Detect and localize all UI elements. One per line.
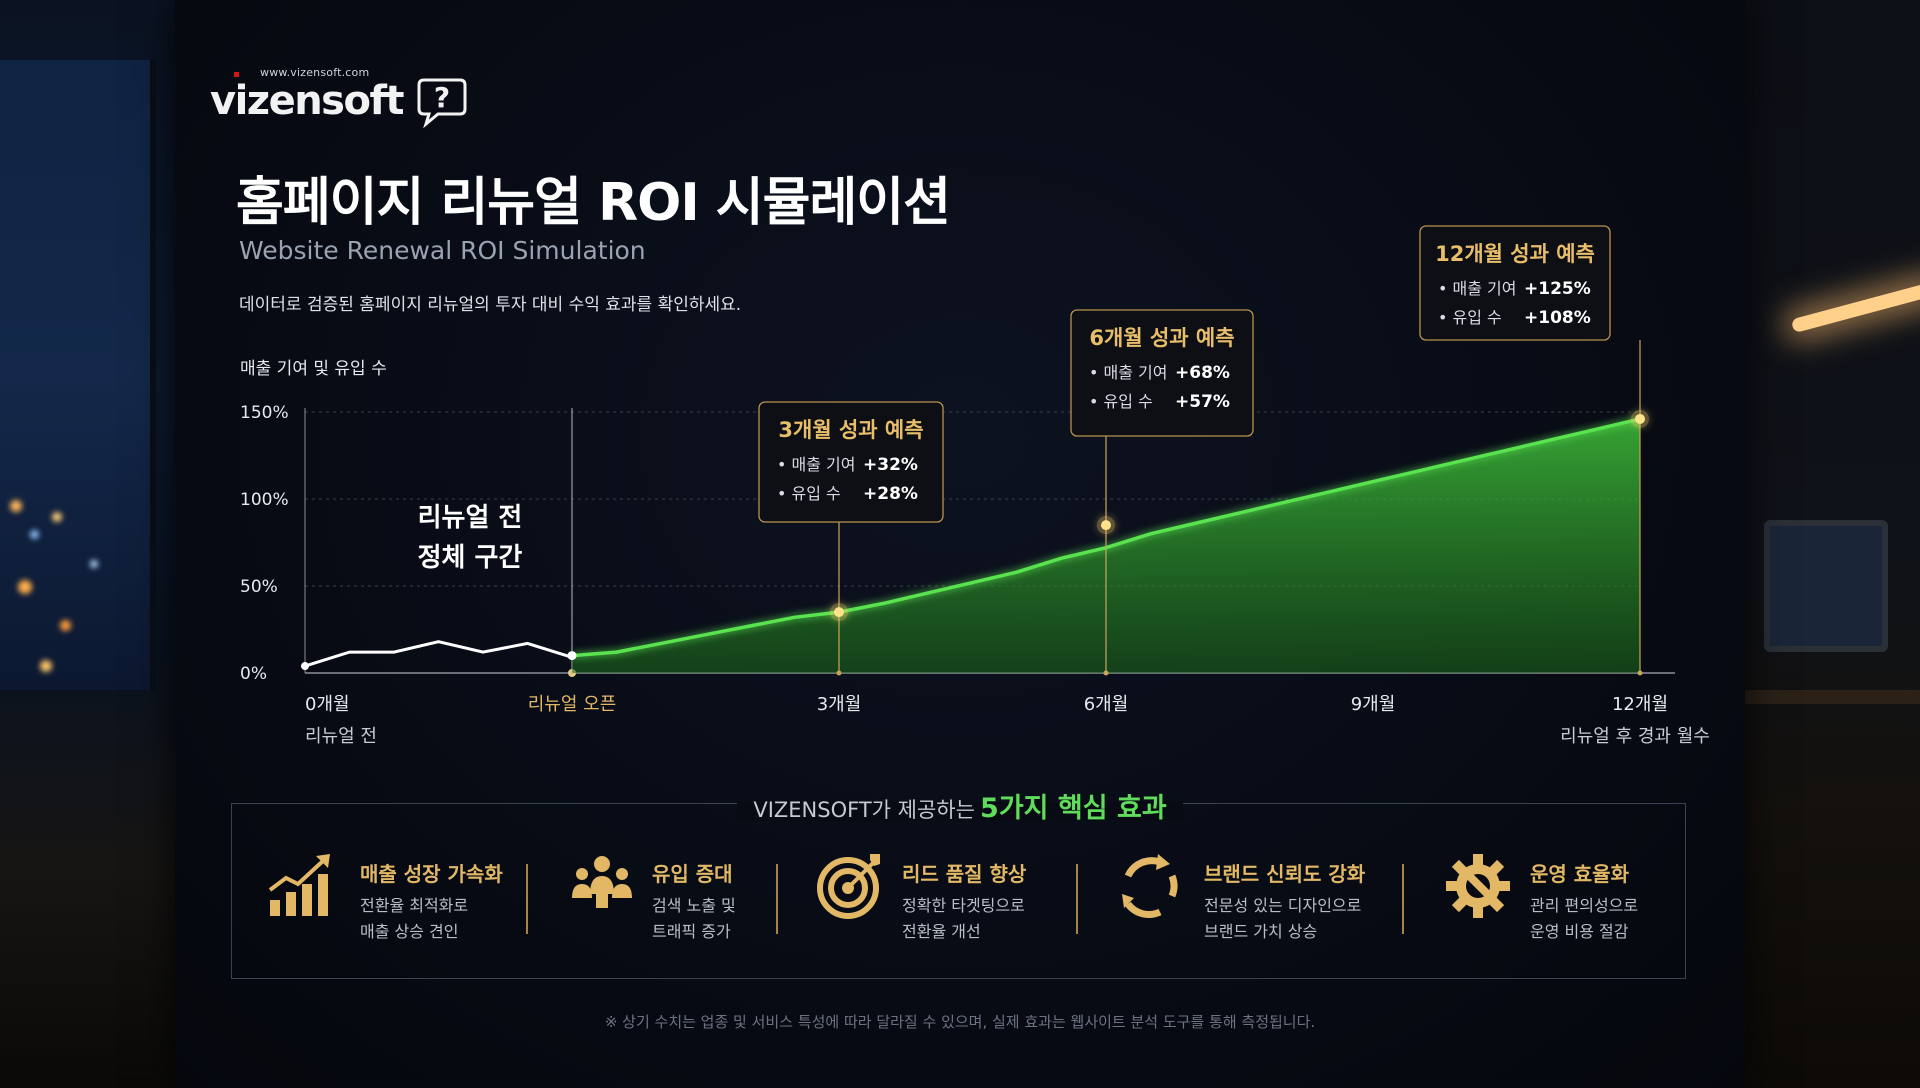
milestone-axis-marker xyxy=(1637,670,1643,676)
divider xyxy=(1402,864,1404,934)
milestone-callout-box xyxy=(1070,309,1254,437)
milestone-item-label: • 유입 수 xyxy=(1438,308,1502,327)
effect-desc-line1: 전문성 있는 디자인으로 xyxy=(1204,896,1362,915)
effects-heading-prefix: VIZENSOFT가 제공하는 xyxy=(753,798,975,822)
x-tick-label: 9개월 xyxy=(1351,694,1396,715)
divider xyxy=(776,864,778,934)
milestone-item-label: • 매출 기여 xyxy=(1438,279,1517,298)
effect-desc-line1: 관리 편의성으로 xyxy=(1530,896,1639,915)
speech-question-icon: ? xyxy=(417,78,467,128)
effect-desc-line1: 검색 노출 및 xyxy=(652,896,736,915)
x-axis-sublabel: 리뉴얼 후 경과 월수 xyxy=(1560,726,1710,747)
effect-desc-line2: 브랜드 가치 상승 xyxy=(1204,922,1318,941)
x-tick-label: 리뉴얼 오픈 xyxy=(528,694,617,715)
y-tick-label: 50% xyxy=(240,577,278,597)
effect-desc-line2: 트래픽 증가 xyxy=(652,922,731,941)
page-subtitle: Website Renewal ROI Simulation xyxy=(239,236,646,265)
milestone-point xyxy=(1635,413,1645,424)
milestone-point xyxy=(1101,520,1111,531)
milestone-callout-box xyxy=(1419,225,1611,341)
refresh-icon xyxy=(1122,854,1178,918)
effect-title: 운영 효율화 xyxy=(1530,862,1629,886)
y-tick-label: 150% xyxy=(240,403,289,423)
milestone-axis-marker xyxy=(836,670,842,676)
y-axis-label: 매출 기여 및 유입 수 xyxy=(240,359,387,379)
y-tick-label: 0% xyxy=(240,664,267,684)
effect-desc-line1: 정확한 타겟팅으로 xyxy=(902,896,1025,915)
divider xyxy=(1076,864,1078,934)
milestone-item-value: +57% xyxy=(1175,392,1230,412)
page-description: 데이터로 검증된 홈페이지 리뉴얼의 투자 대비 수익 효과를 확인하세요. xyxy=(239,295,742,315)
logo-url: www.vizensoft.com xyxy=(260,66,370,79)
milestone-item-value: +32% xyxy=(863,455,918,475)
gear-wrench-icon xyxy=(1446,854,1510,918)
x-axis-sublabel: 리뉴얼 전 xyxy=(305,726,377,747)
background-window xyxy=(0,60,156,690)
growth-chart-icon xyxy=(268,854,330,916)
milestone-point xyxy=(834,607,844,618)
x-tick-label: 6개월 xyxy=(1084,694,1129,715)
x-tick-label: 12개월 xyxy=(1612,694,1668,715)
background-office-right xyxy=(1745,0,1920,1088)
milestone-title: 3개월 성과 예측 xyxy=(778,418,923,442)
pre-renewal-start-point xyxy=(301,662,309,671)
effect-desc-line2: 운영 비용 절감 xyxy=(1530,922,1629,941)
milestone-callout-box xyxy=(758,401,944,523)
milestone-item-value: +68% xyxy=(1175,363,1230,383)
logo-dot xyxy=(234,72,239,77)
x-tick-label: 0개월 xyxy=(305,694,350,715)
stagnation-label: 리뉴얼 전 xyxy=(418,503,523,533)
milestone-item-label: • 유입 수 xyxy=(1089,392,1153,411)
background-office-left xyxy=(0,0,175,1088)
effect-desc-line2: 매출 상승 견인 xyxy=(360,922,459,941)
footnote: ※ 상기 수치는 업종 및 서비스 특성에 따라 달라질 수 있으며, 실제 효… xyxy=(604,1013,1316,1031)
milestone-item-value: +108% xyxy=(1524,308,1591,328)
effect-title: 브랜드 신뢰도 강화 xyxy=(1204,862,1366,886)
milestone-item-label: • 매출 기여 xyxy=(777,455,856,474)
logo-wordmark: vizensoft xyxy=(210,78,404,124)
effect-desc-line1: 전환율 최적화로 xyxy=(360,896,469,915)
milestone-item-label: • 유입 수 xyxy=(777,484,841,503)
page-title: 홈페이지 리뉴얼 ROI 시뮬레이션 xyxy=(236,173,951,233)
stagnation-label: 정체 구간 xyxy=(418,543,523,573)
effect-title: 리드 품질 향상 xyxy=(902,862,1027,886)
milestone-item-value: +125% xyxy=(1524,279,1591,299)
milestone-title: 6개월 성과 예측 xyxy=(1089,326,1234,350)
desk xyxy=(1745,690,1920,704)
y-tick-label: 100% xyxy=(240,490,289,510)
milestone-item-label: • 매출 기여 xyxy=(1089,363,1168,382)
effects-heading: VIZENSOFT가 제공하는 5가지 핵심 효과 xyxy=(0,786,1920,825)
pre-renewal-line xyxy=(304,640,573,668)
svg-text:?: ? xyxy=(434,81,450,114)
target-icon xyxy=(817,854,880,919)
effect-title: 매출 성장 가속화 xyxy=(360,862,503,886)
x-tick-label: 3개월 xyxy=(817,694,862,715)
milestone-axis-marker xyxy=(1103,670,1109,676)
milestone-title: 12개월 성과 예측 xyxy=(1435,242,1595,266)
milestone-item-value: +28% xyxy=(863,484,918,504)
divider xyxy=(526,864,528,934)
effect-title: 유입 증대 xyxy=(652,862,733,886)
renewal-point xyxy=(567,651,577,661)
users-icon xyxy=(572,856,632,908)
background-monitor xyxy=(1764,520,1888,652)
effect-desc-line2: 전환율 개선 xyxy=(902,922,981,941)
effects-heading-highlight: 5가지 핵심 효과 xyxy=(980,793,1167,824)
